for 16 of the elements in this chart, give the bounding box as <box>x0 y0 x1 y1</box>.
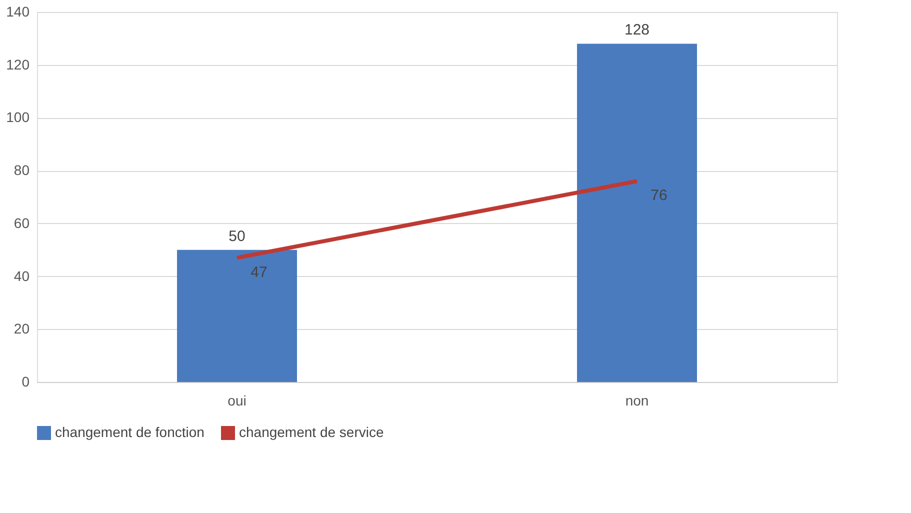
legend-label: changement de service <box>239 424 384 440</box>
y-tick-label: 20 <box>14 320 30 337</box>
y-tick-label: 100 <box>6 109 30 126</box>
legend-label: changement de fonction <box>55 424 204 440</box>
y-tick-label: 120 <box>6 56 30 72</box>
y-tick-label: 0 <box>22 374 30 390</box>
y-tick-label: 40 <box>14 268 30 284</box>
x-tick-label: oui <box>228 392 246 408</box>
data-label: 128 <box>624 22 650 39</box>
y-tick-label: 140 <box>6 4 30 20</box>
x-tick-label: non <box>625 392 649 408</box>
data-label: 47 <box>250 264 268 281</box>
data-label: 76 <box>650 187 668 204</box>
data-label: 50 <box>228 228 246 245</box>
y-tick-label: 60 <box>14 214 30 231</box>
y-tick-label: 80 <box>14 162 30 178</box>
